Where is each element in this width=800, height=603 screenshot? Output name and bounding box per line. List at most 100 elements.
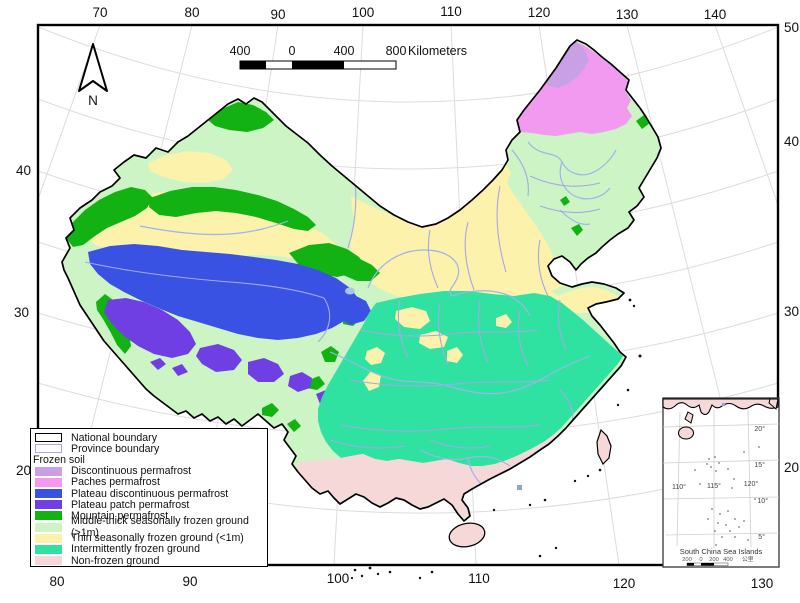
scalebar-seg2 [292, 61, 344, 69]
axis-right-50: 50 [784, 20, 799, 35]
legend-swatch [35, 511, 62, 521]
inset-taiwan-tip [768, 398, 779, 410]
inset-lat-5: 5° [758, 533, 765, 541]
north-arrow: N [78, 43, 108, 108]
inset-title: South China Sea Islands [680, 547, 763, 556]
scalebar-0: 0 [289, 44, 296, 58]
inset-leizhou [684, 411, 694, 424]
legend-row-item: Paches permafrost [31, 476, 267, 489]
north-arrow-icon [78, 43, 108, 92]
legend-swatch [35, 533, 62, 543]
axis-left-30: 30 [14, 305, 29, 320]
scalebar-400r: 400 [334, 44, 355, 58]
taiwan-island [596, 428, 612, 466]
legend-swatch [35, 544, 62, 554]
legend-swatch [35, 489, 62, 499]
inset-south-china-sea: 20° 15° 10° 5° 110° 115° 120° South Chin… [662, 397, 780, 568]
scalebar-800: 800 [386, 44, 407, 58]
legend-label: Plateau patch permafrost [71, 498, 190, 511]
region-discontinuous-permafrost [541, 40, 589, 88]
axis-bottom-130: 130 [751, 576, 774, 591]
legend-label: Mountain permafrost [71, 509, 169, 522]
legend-row-national: National boundary [31, 431, 267, 444]
north-arrow-label: N [88, 93, 98, 108]
scale-bar: 400 0 400 800 Kilometers [230, 44, 467, 70]
axis-top-130: 130 [616, 7, 639, 22]
axis-top-90: 90 [270, 7, 285, 22]
inset-sb-unit: 公里 [742, 556, 754, 563]
region-plateau-patch [104, 298, 334, 404]
region-non-frozen [297, 428, 561, 519]
rivers [139, 141, 617, 489]
axis-labels: 70 80 90 100 110 120 130 140 80 90 100 1… [14, 4, 799, 591]
legend-row-province: Province boundary [31, 442, 267, 455]
legend-label: Plateau discontinuous permafrost [71, 487, 229, 500]
coastal-islands [350, 298, 642, 580]
legend-row-item: Thin seasonally frozen ground (<1m) [31, 532, 267, 545]
inset-lat-20: 20° [754, 425, 765, 433]
inset-scalebar: 200 0 200 400 公里 [682, 556, 754, 566]
hainan-island [448, 522, 486, 548]
national-boundary [61, 39, 662, 522]
axis-top-70: 70 [92, 5, 107, 20]
region-mountain-permafrost [66, 85, 650, 432]
legend-label: Thin seasonally frozen ground (<1m) [71, 532, 244, 545]
axis-bottom-80: 80 [49, 574, 64, 589]
legend-row-item: Mountain permafrost [31, 509, 267, 522]
inset-lat-15: 15° [754, 461, 765, 469]
map-frame [36, 23, 780, 567]
legend-label: Province boundary [71, 442, 160, 455]
legend-row-item: Non-frozen ground [31, 554, 267, 567]
axis-top-100: 100 [352, 5, 375, 20]
axis-top-140: 140 [704, 7, 727, 22]
inset-frame [662, 397, 780, 568]
region-paches-permafrost [509, 42, 632, 136]
axis-top-80: 80 [184, 5, 199, 20]
legend-swatch [35, 477, 62, 487]
inset-delta-marker [722, 403, 725, 406]
scalebar-seg1 [240, 61, 266, 69]
axis-bottom-100: 100 [327, 571, 350, 586]
legend-swatch [35, 556, 62, 566]
axis-bottom-120: 120 [613, 576, 636, 591]
axis-right-20: 20 [784, 460, 799, 475]
province-boundary-swatch [35, 444, 62, 454]
scalebar-400l: 400 [230, 44, 251, 58]
legend-row-item: Plateau discontinuous permafrost [31, 487, 267, 500]
legend-row-item: Discontinuous permafrost [31, 465, 267, 478]
legend-swatch [35, 500, 62, 510]
axis-top-110: 110 [440, 4, 462, 19]
legend-label: Discontinuous permafrost [71, 465, 192, 478]
legend-header: Frozen soil [33, 453, 85, 466]
region-plateau-discontinuous [88, 244, 371, 340]
inset-sb-seg1 [687, 563, 694, 566]
axis-left-40: 40 [16, 163, 31, 178]
legend-swatch [35, 466, 62, 476]
inset-lon-120: 120° [744, 480, 759, 488]
axis-left-20: 20 [16, 463, 31, 478]
inset-sb-0: 0 [699, 557, 702, 563]
legend-row-item: Intermittently frozen ground [31, 543, 267, 556]
legend-label: Non-frozen ground [71, 554, 160, 567]
inset-sb-200l: 200 [682, 557, 692, 563]
inset-sb-400: 400 [723, 557, 733, 563]
legend-swatch [35, 522, 62, 532]
axis-bottom-90: 90 [182, 574, 197, 589]
inset-sb-seg2 [701, 563, 714, 566]
inset-sb-200r: 200 [709, 557, 719, 563]
axis-right-30: 30 [784, 304, 799, 319]
axis-top-120: 120 [528, 5, 551, 20]
legend-label: Intermittently frozen ground [71, 543, 200, 556]
inset-islands-dots [694, 446, 760, 546]
legend-label: National boundary [71, 431, 157, 444]
province-boundaries [84, 149, 601, 449]
inset-coast [662, 398, 779, 416]
axis-bottom-110: 110 [468, 571, 490, 586]
inset-lon-115: 115° [707, 482, 721, 490]
legend-box: National boundary Province boundary Froz… [30, 428, 268, 567]
scalebar-unit: Kilometers [408, 44, 467, 58]
pearl-delta-marker [517, 485, 522, 490]
legend-label: Paches permafrost [71, 476, 160, 489]
